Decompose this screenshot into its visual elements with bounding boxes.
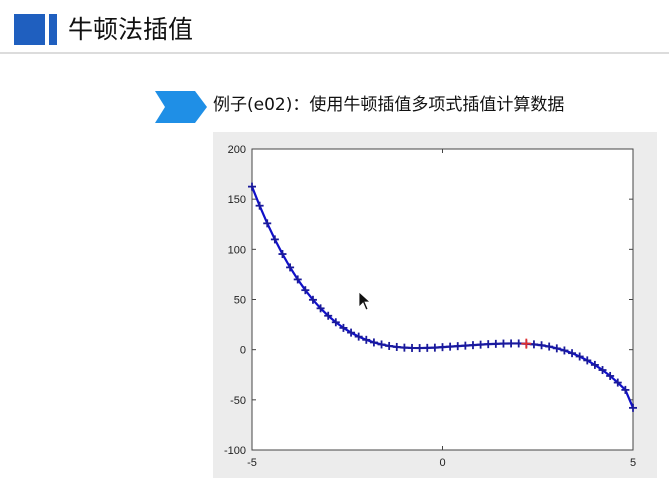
arrow-icon	[155, 91, 207, 123]
title-accent-bar	[49, 14, 57, 45]
data-point-marker	[270, 235, 279, 244]
y-tick-label: 150	[228, 194, 246, 206]
example-subtitle: 例子(e02)：使用牛顿插值多项式插值计算数据	[213, 95, 565, 115]
data-point-marker	[499, 339, 508, 348]
data-point-marker	[468, 341, 477, 350]
data-point-marker	[491, 339, 500, 348]
data-point-marker	[316, 304, 325, 313]
title-accent-block	[14, 14, 45, 45]
data-point-marker	[324, 311, 333, 320]
data-point-marker	[415, 344, 424, 353]
data-point-marker	[461, 341, 470, 350]
data-point-marker	[377, 340, 386, 349]
data-point-marker	[301, 286, 310, 295]
data-point-marker	[362, 335, 371, 344]
data-point-marker	[408, 343, 417, 352]
data-point-marker	[293, 275, 302, 284]
data-point-marker	[507, 339, 516, 348]
data-point-marker	[537, 341, 546, 350]
data-point-marker	[560, 346, 569, 355]
data-point-marker	[248, 182, 256, 191]
x-tick-label: -5	[247, 457, 257, 469]
y-tick-label: 0	[240, 345, 246, 357]
data-point-marker	[347, 328, 356, 337]
data-point-marker	[590, 360, 599, 369]
data-point-marker	[438, 343, 447, 352]
data-point-marker	[621, 385, 630, 394]
data-point-marker	[354, 332, 363, 341]
x-tick-label: 5	[630, 457, 636, 469]
data-point-marker	[430, 343, 439, 352]
data-point-marker	[453, 342, 462, 351]
data-point-marker	[286, 263, 295, 272]
y-tick-label: 100	[228, 244, 246, 256]
data-point-marker	[278, 250, 287, 259]
data-point-marker	[606, 371, 615, 380]
data-point-marker	[392, 342, 401, 351]
highlight-point-marker	[521, 338, 532, 349]
data-point-marker	[484, 340, 493, 349]
y-tick-label: 200	[228, 144, 246, 156]
data-point-marker	[255, 201, 264, 210]
data-point-marker	[308, 295, 317, 304]
title-divider	[0, 52, 669, 54]
data-point-marker	[339, 323, 348, 332]
data-point-marker	[583, 356, 592, 365]
y-tick-label: -50	[230, 395, 246, 407]
data-point-marker	[613, 378, 622, 387]
data-point-marker	[598, 366, 607, 375]
data-point-marker	[575, 352, 584, 361]
data-point-marker	[545, 342, 554, 351]
data-point-marker	[263, 219, 272, 228]
y-tick-label: -100	[224, 445, 246, 457]
x-tick-label: 0	[439, 457, 445, 469]
data-point-marker	[629, 403, 637, 412]
data-point-marker	[385, 341, 394, 350]
data-point-marker	[568, 349, 577, 358]
plot-markers	[248, 182, 637, 412]
data-point-marker	[369, 338, 378, 347]
cursor-icon	[358, 291, 372, 311]
data-point-marker	[552, 344, 561, 353]
data-point-marker	[331, 318, 340, 327]
y-tick-label: 50	[234, 295, 246, 307]
data-point-marker	[423, 343, 432, 352]
page-title: 牛顿法插值	[68, 15, 194, 44]
axis-ticks	[251, 148, 634, 451]
data-point-marker	[400, 343, 409, 352]
data-point-marker	[476, 340, 485, 349]
data-point-marker	[446, 342, 455, 351]
